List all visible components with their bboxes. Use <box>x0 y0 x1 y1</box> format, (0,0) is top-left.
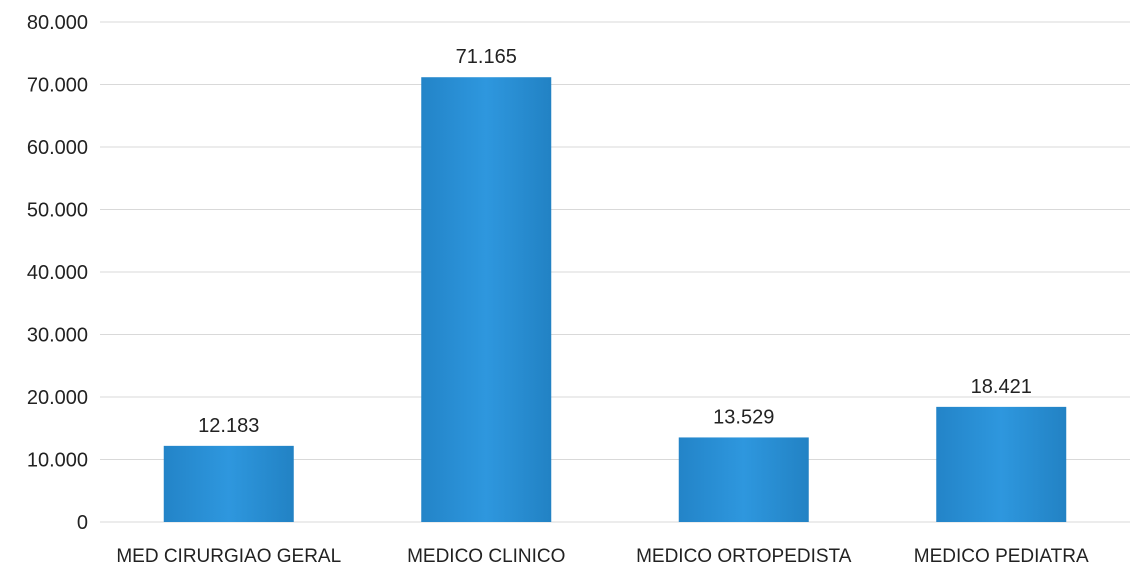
y-tick-label: 70.000 <box>27 75 88 97</box>
data-labels: 12.183 71.165 13.529 18.421 <box>198 46 1032 437</box>
x-tick-label: MED CIRURGIAO GERAL <box>116 546 341 567</box>
data-label: 13.529 <box>713 406 774 428</box>
bar <box>421 77 552 522</box>
y-tick-label: 40.000 <box>27 262 88 284</box>
y-tick-label: 20.000 <box>27 387 88 409</box>
y-tick-label: 60.000 <box>27 137 88 159</box>
x-axis: MED CIRURGIAO GERAL MEDICO CLINICO MEDICO … <box>116 546 1089 567</box>
bar <box>678 437 809 522</box>
bar <box>163 445 294 522</box>
y-tick-label: 10.000 <box>27 450 88 472</box>
y-tick-label: 80.000 <box>27 12 88 34</box>
data-label: 18.421 <box>971 376 1032 398</box>
x-tick-label: MEDICO ORTOPEDISTA <box>636 546 852 567</box>
x-tick-label: MEDICO CLINICO <box>407 546 565 567</box>
x-tick-label: MEDICO PEDIATRA <box>914 546 1089 567</box>
bars <box>163 77 1067 522</box>
bar <box>936 406 1067 522</box>
data-label: 71.165 <box>456 46 517 68</box>
y-tick-label: 30.000 <box>27 325 88 347</box>
data-label: 12.183 <box>198 415 259 437</box>
y-tick-label: 50.000 <box>27 200 88 222</box>
y-axis: 0 10.000 20.000 30.000 40.000 50.000 60.000 70.… <box>27 12 88 534</box>
y-tick-label: 0 <box>77 512 88 534</box>
